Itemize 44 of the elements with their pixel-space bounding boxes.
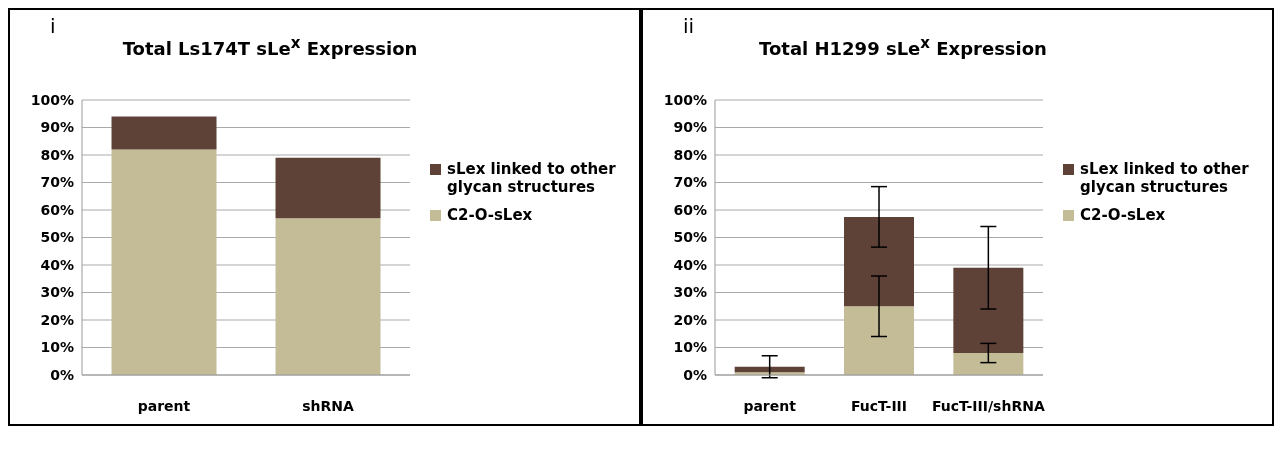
y-tick-label: 10% — [673, 339, 707, 356]
x-tick-label: shRNA — [302, 397, 354, 414]
bar — [844, 306, 915, 375]
x-tick-label: parent — [137, 397, 191, 414]
y-tick-label: 60% — [40, 201, 74, 218]
bar — [275, 218, 381, 375]
y-tick-label: 80% — [673, 146, 707, 163]
y-tick-label: 100% — [663, 91, 707, 108]
bar — [275, 157, 381, 219]
text: i — [50, 14, 56, 38]
bar — [953, 353, 1024, 375]
y-tick-label: 60% — [673, 201, 707, 218]
bar — [111, 149, 217, 375]
x-tick-label: parent — [743, 397, 797, 414]
y-tick-label: 30% — [40, 284, 74, 301]
bar — [844, 216, 915, 307]
y-tick-label: 20% — [40, 311, 74, 328]
y-tick-label: 30% — [673, 284, 707, 301]
text: ii — [683, 14, 695, 38]
x-tick-label: FucT-III — [850, 397, 908, 414]
bar — [111, 116, 217, 150]
legend-label: sLex linked to other glycan structures — [447, 160, 617, 196]
legend-label: C2-O-sLex — [447, 206, 533, 224]
y-tick-label: 80% — [40, 146, 74, 163]
y-tick-label: 20% — [673, 311, 707, 328]
y-tick-label: 70% — [40, 174, 74, 191]
legend-label: C2-O-sLex — [1080, 206, 1166, 224]
y-tick-label: 0% — [50, 366, 74, 383]
y-tick-label: 40% — [673, 256, 707, 273]
chart-title: Total H1299 sLe$^{x}$ Expression — [758, 34, 1048, 59]
bar — [953, 267, 1024, 353]
y-tick-label: 90% — [673, 119, 707, 136]
bar — [734, 366, 805, 373]
y-tick-label: 40% — [40, 256, 74, 273]
y-tick-label: 0% — [683, 366, 707, 383]
chart-title: Total Ls174T sLe$^{x}$ Expression — [121, 34, 419, 59]
y-tick-label: 90% — [40, 119, 74, 136]
y-tick-label: 100% — [30, 91, 74, 108]
y-tick-label: 10% — [40, 339, 74, 356]
y-tick-label: 70% — [673, 174, 707, 191]
x-tick-label: FucT-III/shRNA — [931, 397, 1045, 414]
y-tick-label: 50% — [673, 229, 707, 246]
legend-label: sLex linked to other glycan structures — [1080, 160, 1250, 196]
y-tick-label: 50% — [40, 229, 74, 246]
